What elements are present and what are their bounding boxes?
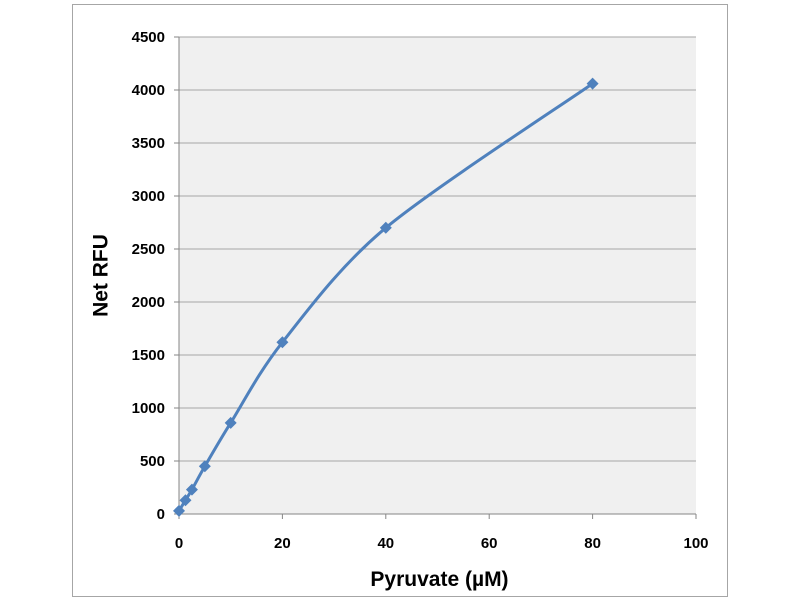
y-tick-label: 1500 — [132, 347, 165, 364]
y-tick-label: 1000 — [132, 400, 165, 417]
y-tick-label: 3500 — [132, 135, 165, 152]
x-axis-title: Pyruvate (µM) — [370, 568, 508, 591]
x-tick-labels: 0 20 40 60 80 100 — [175, 535, 709, 552]
data-point — [173, 504, 185, 517]
y-tick-label: 2000 — [132, 294, 165, 311]
y-tick-label: 3000 — [132, 188, 165, 205]
y-tick-label: 4000 — [132, 82, 165, 99]
data-point — [586, 77, 599, 90]
x-tick-label: 60 — [481, 535, 498, 552]
y-tick-labels: 0 500 1000 1500 2000 2500 3000 3500 4000 4500 — [132, 29, 165, 523]
data-point — [224, 416, 237, 429]
data-point — [185, 483, 198, 496]
y-tick-label: 2500 — [132, 241, 165, 258]
data-series — [173, 77, 599, 517]
data-point — [198, 460, 211, 473]
x-tick-label: 80 — [584, 535, 601, 552]
data-point — [179, 494, 192, 507]
data-point — [379, 221, 392, 234]
data-point — [276, 336, 289, 349]
axes — [174, 36, 697, 519]
y-tick-label: 500 — [140, 453, 165, 470]
x-tick-label: 40 — [377, 535, 394, 552]
y-axis-title: Net RFU — [90, 234, 113, 317]
y-tick-label: 4500 — [132, 29, 165, 46]
gridlines — [179, 36, 696, 462]
x-tick-label: 20 — [274, 535, 291, 552]
plot-area — [179, 37, 696, 514]
x-tick-label: 0 — [175, 535, 183, 552]
y-tick-label: 0 — [157, 506, 165, 523]
x-tick-label: 100 — [683, 535, 708, 552]
